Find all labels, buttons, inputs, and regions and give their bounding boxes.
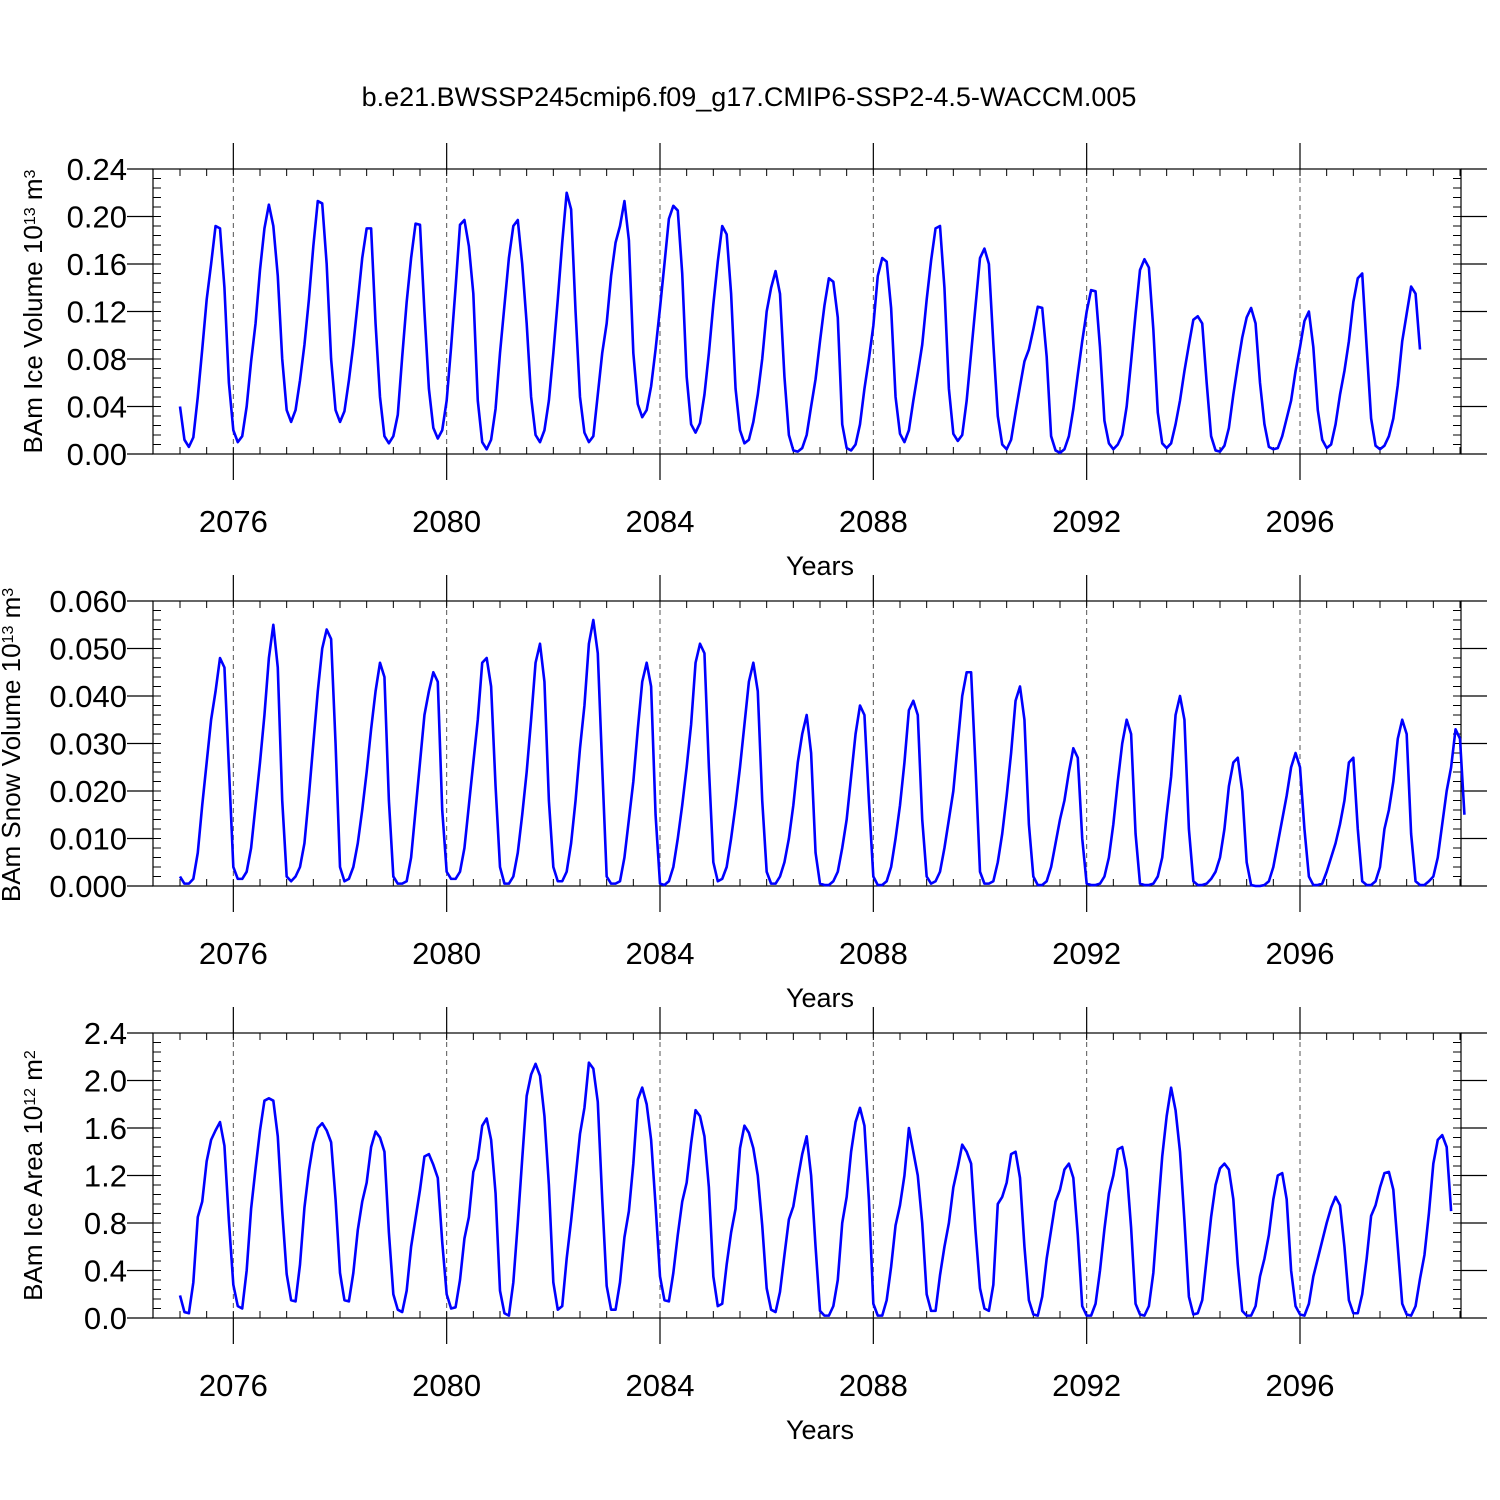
y-axis-label-part: BAm Snow Volume 10 [0,643,26,902]
y-axis-label-superscript: 2 [22,1050,39,1059]
x-tick-label: 2088 [839,504,908,539]
y-tick-label: 0.020 [49,774,127,809]
y-tick-label: 0.060 [49,584,127,619]
y-axis-label-superscript: 13 [22,207,39,225]
x-axis-label: Years [786,983,854,1013]
x-tick-label: 2096 [1266,504,1335,539]
y-tick-label: 0.010 [49,822,127,857]
y-axis-label-part: BAm Ice Area 10 [18,1106,48,1301]
x-tick-label: 2096 [1266,936,1335,971]
y-tick-label: 2.0 [84,1064,127,1099]
x-axis-label: Years [786,1415,854,1445]
y-axis-label-part: m [18,1059,48,1088]
y-tick-label: 1.2 [84,1159,127,1194]
y-tick-label: 2.4 [84,1016,127,1051]
y-tick-label: 0.12 [67,295,127,330]
x-tick-label: 2080 [412,1368,481,1403]
x-tick-label: 2092 [1052,504,1121,539]
chart-panel-1: 0.00 0.04 0.08 0.12 0.16 0.20 0.24 2076 2080 2084… [18,143,1487,581]
x-axis-label: Years [786,551,854,581]
y-axis-label-part: BAm Ice Volume 10 [18,225,48,453]
x-tick-label: 2088 [839,1368,908,1403]
y-axis-label-superscript: 13 [0,626,17,644]
x-tick-label: 2080 [412,936,481,971]
x-tick-label: 2080 [412,504,481,539]
y-tick-label: 0.4 [84,1254,127,1289]
y-axis-label-superscript: 3 [22,169,39,178]
y-tick-label: 0.08 [67,342,127,377]
y-axis-label-superscript: 12 [22,1088,39,1106]
plot-frame [152,1032,1462,1319]
y-tick-label: 1.6 [84,1111,127,1146]
x-tick-label: 2096 [1266,1368,1335,1403]
y-axis-label: BAm Ice Area 1012 m2 [18,1050,48,1301]
plot-frame [152,168,1462,455]
y-tick-label: 0.00 [67,437,127,472]
x-tick-label: 2076 [199,504,268,539]
y-tick-label: 0.20 [67,200,127,235]
x-tick-label: 2084 [626,504,695,539]
y-axis-label: BAm Ice Volume 1013 m3 [18,169,48,453]
y-tick-label: 0.04 [67,390,127,425]
x-tick-label: 2092 [1052,1368,1121,1403]
plot-frame [152,600,1462,887]
y-tick-label: 0.030 [49,727,127,762]
y-tick-label: 0.8 [84,1206,127,1241]
x-tick-label: 2088 [839,936,908,971]
y-tick-label: 0.0 [84,1301,127,1336]
x-tick-label: 2084 [626,936,695,971]
data-series-line [178,618,1466,888]
y-tick-label: 0.000 [49,869,127,904]
y-tick-label: 0.24 [67,152,127,187]
data-series-line [178,191,1422,455]
x-tick-label: 2084 [626,1368,695,1403]
chart-panel-2: 0.000 0.010 0.020 0.030 0.040 0.050 0.060 2076 2… [0,575,1487,1013]
figure-title: b.e21.BWSSP245cmip6.f09_g17.CMIP6-SSP2-4… [362,82,1137,112]
data-series-line [178,1061,1453,1317]
y-tick-label: 0.16 [67,247,127,282]
y-axis-label: BAm Snow Volume 1013 m3 [0,588,26,902]
y-axis-label-superscript: 3 [0,588,17,597]
y-axis-label-part: m [18,178,48,207]
y-tick-label: 0.040 [49,679,127,714]
chart-panel-3: 0.0 0.4 0.8 1.2 1.6 2.0 2.4 2076 2080 2084 2088 209… [18,1007,1487,1445]
y-tick-label: 0.050 [49,632,127,667]
y-axis-label-part: m [0,597,26,626]
x-tick-label: 2092 [1052,936,1121,971]
x-tick-label: 2076 [199,936,268,971]
x-tick-label: 2076 [199,1368,268,1403]
